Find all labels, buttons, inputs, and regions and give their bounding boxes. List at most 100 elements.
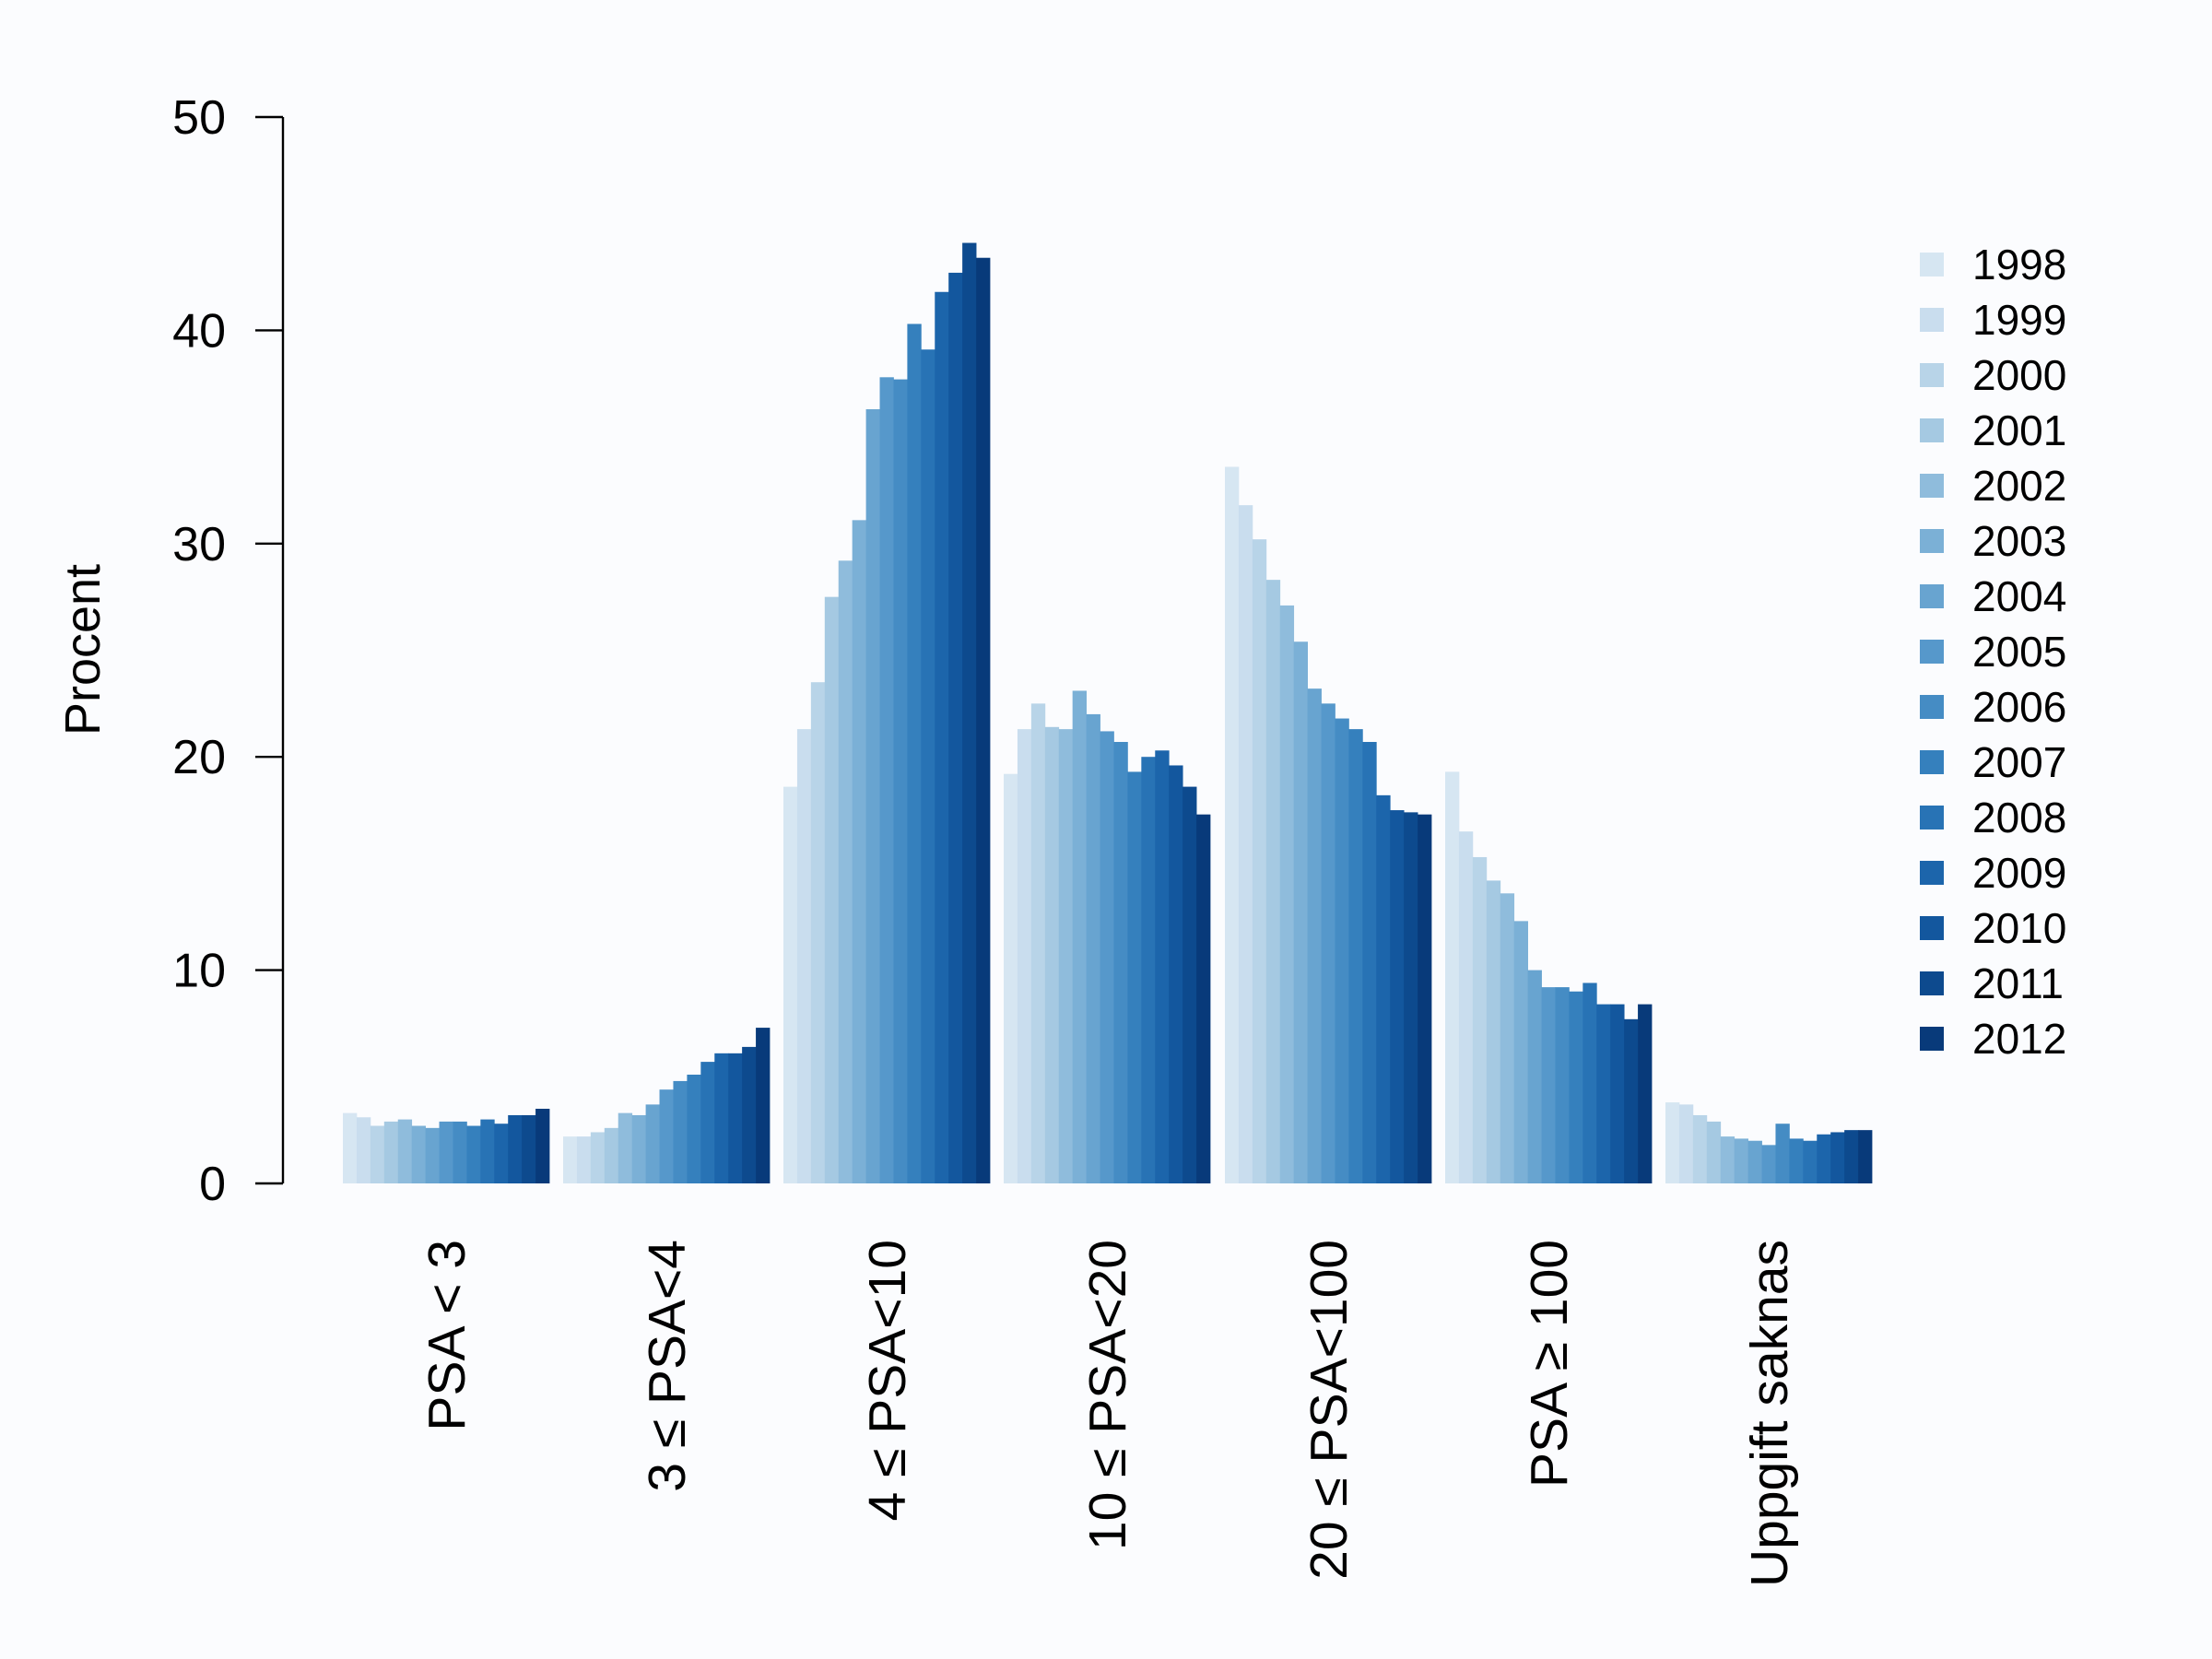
- bar: [356, 1117, 371, 1183]
- bar: [1196, 814, 1211, 1183]
- y-axis-label: Procent: [55, 564, 111, 735]
- bar: [1761, 1145, 1776, 1183]
- legend-swatch: [1920, 308, 1944, 332]
- bar: [397, 1119, 413, 1183]
- bar: [742, 1046, 757, 1183]
- bar: [1058, 729, 1074, 1183]
- x-category-label: 20 ≤ PSA<100: [1300, 1240, 1359, 1580]
- legend-label: 2006: [1972, 683, 2066, 731]
- bar: [1169, 765, 1183, 1183]
- bar: [673, 1080, 688, 1183]
- bar: [508, 1114, 523, 1183]
- bar: [1624, 1018, 1639, 1183]
- bar: [796, 729, 812, 1183]
- legend-swatch: [1920, 584, 1944, 608]
- legend-item: 2012: [1920, 1015, 2066, 1063]
- bar: [1279, 605, 1295, 1183]
- x-category-label: PSA < 3: [418, 1240, 477, 1431]
- bar: [756, 1028, 771, 1183]
- y-tick-label: 30: [172, 518, 226, 571]
- bar-group: [563, 1028, 771, 1183]
- legend-label: 2007: [1972, 738, 2066, 786]
- bar-group: [343, 1109, 550, 1183]
- legend-swatch: [1920, 529, 1944, 553]
- legend-label: 2000: [1972, 351, 2066, 399]
- bar: [1486, 880, 1501, 1183]
- bar: [1747, 1140, 1762, 1183]
- x-category-labels: PSA < 3 3 ≤ PSA<4 4 ≤ PSA<10 10 ≤ PSA<20 20 …: [418, 1240, 1799, 1587]
- bar: [893, 379, 908, 1183]
- bar: [714, 1053, 729, 1183]
- legend-item: 2000: [1920, 351, 2066, 399]
- bar: [1720, 1136, 1735, 1183]
- bar: [604, 1127, 619, 1183]
- legend-item: 2010: [1920, 904, 2066, 952]
- bar: [1844, 1130, 1859, 1183]
- legend-swatch: [1920, 363, 1944, 387]
- bar: [810, 682, 826, 1183]
- legend-item: 2001: [1920, 406, 2066, 454]
- bar: [1321, 703, 1335, 1183]
- bar: [1555, 987, 1570, 1183]
- legend-item: 1999: [1920, 296, 2066, 344]
- legend-item: 2008: [1920, 794, 2066, 841]
- bar: [1775, 1124, 1790, 1183]
- bar: [1803, 1140, 1818, 1183]
- y-tick-label: 10: [172, 945, 226, 998]
- bar: [1817, 1134, 1831, 1183]
- bar: [921, 349, 935, 1184]
- legend-item: 2003: [1920, 517, 2066, 565]
- bar: [1445, 771, 1460, 1183]
- bar: [962, 242, 977, 1183]
- legend-item: 1998: [1920, 241, 2066, 288]
- bar: [783, 786, 798, 1183]
- bar: [1113, 742, 1128, 1183]
- bar: [645, 1104, 660, 1183]
- bar: [824, 596, 840, 1183]
- bar: [1030, 703, 1046, 1183]
- bar: [411, 1125, 426, 1183]
- bar: [1500, 893, 1515, 1183]
- x-category-label: 10 ≤ PSA<20: [1078, 1240, 1137, 1550]
- legend-label: 2001: [1972, 406, 2066, 454]
- bar: [865, 409, 880, 1183]
- bar: [480, 1119, 495, 1183]
- bar: [1596, 1004, 1611, 1183]
- y-tick-label: 0: [199, 1158, 226, 1211]
- bar: [1265, 580, 1281, 1183]
- bar: [1252, 539, 1267, 1183]
- y-tick-label: 20: [172, 731, 226, 784]
- bar: [976, 257, 991, 1184]
- bar: [576, 1136, 592, 1183]
- bar: [1307, 688, 1322, 1183]
- bar: [687, 1074, 701, 1183]
- legend-swatch: [1920, 640, 1944, 664]
- bar: [1017, 729, 1032, 1183]
- legend-swatch: [1920, 806, 1944, 830]
- bar: [453, 1121, 467, 1183]
- y-tick-label: 40: [172, 304, 226, 358]
- legend-label: 2003: [1972, 517, 2066, 565]
- bar: [631, 1114, 646, 1183]
- bar: [1610, 1004, 1625, 1183]
- legend-label: 2009: [1972, 849, 2066, 897]
- bar: [1472, 856, 1488, 1183]
- bar: [1390, 810, 1405, 1183]
- bar: [383, 1121, 399, 1183]
- bar: [1692, 1114, 1708, 1183]
- legend-swatch: [1920, 916, 1944, 940]
- legend-item: 2005: [1920, 628, 2066, 676]
- bar: [1418, 814, 1432, 1183]
- legend-label: 2011: [1972, 959, 2064, 1007]
- bar: [1086, 713, 1100, 1183]
- bar: [618, 1112, 633, 1183]
- bar: [1100, 731, 1114, 1183]
- bar: [700, 1062, 715, 1183]
- legend-swatch: [1920, 418, 1944, 442]
- legend-label: 2010: [1972, 904, 2066, 952]
- bar: [535, 1109, 550, 1183]
- bar: [1789, 1138, 1804, 1183]
- bar-group: [1004, 690, 1211, 1183]
- legend-label: 2002: [1972, 462, 2066, 510]
